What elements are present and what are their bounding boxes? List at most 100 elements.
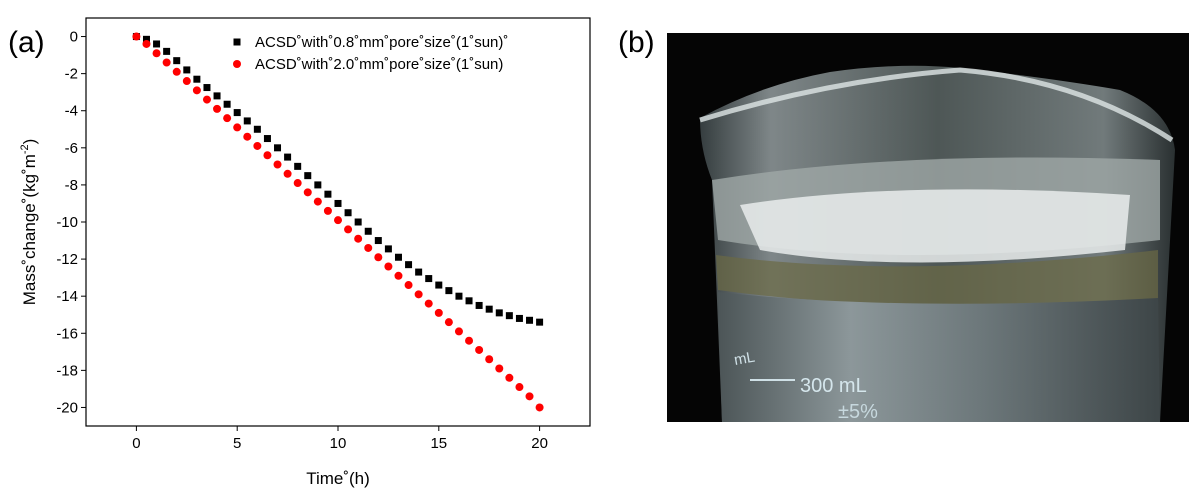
- marker: [202, 95, 211, 104]
- y-tick-label: -12: [56, 251, 78, 268]
- marker: [163, 47, 171, 55]
- marker: [526, 316, 534, 324]
- marker: [354, 234, 363, 243]
- legend-marker: [233, 60, 241, 68]
- photo: mL 300 mL ±5%: [667, 33, 1189, 423]
- x-tick-label: 20: [531, 435, 548, 452]
- marker: [213, 92, 221, 100]
- marker: [192, 86, 201, 95]
- marker: [536, 318, 544, 326]
- y-tick-label: -2: [65, 66, 78, 83]
- marker: [223, 114, 232, 123]
- marker: [364, 227, 372, 235]
- y-axis-label: Mass˚change˚(kg˚m-2): [19, 139, 39, 306]
- marker: [485, 305, 493, 313]
- marker: [334, 199, 342, 207]
- marker: [354, 218, 362, 226]
- marker: [263, 151, 272, 160]
- marker: [404, 281, 413, 290]
- x-tick-label: 0: [132, 435, 140, 452]
- marker: [223, 100, 231, 108]
- x-tick-label: 10: [330, 435, 347, 452]
- marker: [294, 162, 302, 170]
- y-axis-label-sup: -2: [19, 144, 31, 154]
- x-axis-label: Time˚(h): [306, 469, 370, 488]
- y-axis-label-main: Mass˚change˚(kg˚m: [20, 154, 39, 305]
- marker: [323, 206, 332, 215]
- marker: [435, 281, 443, 289]
- marker: [324, 190, 332, 198]
- marker: [444, 318, 453, 327]
- marker: [203, 84, 211, 92]
- marker: [142, 39, 151, 48]
- marker: [465, 297, 473, 305]
- y-tick-label: -4: [65, 103, 78, 120]
- marker: [344, 209, 352, 217]
- y-tick-label: -14: [56, 288, 78, 305]
- y-tick-label: -16: [56, 325, 78, 342]
- y-tick-label: -18: [56, 362, 78, 379]
- panel-label: (b): [618, 26, 655, 59]
- marker: [374, 237, 382, 245]
- legend-label: ACSD˚with˚2.0˚mm˚pore˚size˚(1˚sun): [255, 56, 503, 73]
- marker: [415, 268, 423, 276]
- y-tick-label: 0: [70, 29, 78, 46]
- marker: [405, 261, 413, 269]
- marker: [273, 160, 282, 169]
- marker: [283, 169, 292, 178]
- marker: [445, 287, 453, 295]
- photo-text: 300 mL: [800, 375, 867, 397]
- marker: [495, 309, 503, 317]
- marker: [132, 32, 141, 41]
- marker: [142, 35, 150, 43]
- y-tick-label: -20: [56, 399, 78, 416]
- marker: [263, 135, 271, 143]
- y-axis-label-end: ): [20, 139, 39, 145]
- x-tick-label: 15: [430, 435, 447, 452]
- chart: 0 -2 -4 -6 -8 -10 -12 -14 -16 -18 -20 0 5 10 15 20 Time˚…: [19, 17, 591, 488]
- marker: [243, 117, 251, 125]
- legend-label: ACSD˚with˚0.8˚mm˚pore˚size˚(1˚sun)˚: [255, 34, 508, 51]
- panel-label: (a): [8, 26, 45, 59]
- y-tick-label: -10: [56, 214, 78, 231]
- marker: [313, 197, 322, 206]
- marker: [424, 299, 433, 308]
- marker: [293, 179, 302, 188]
- marker: [274, 144, 282, 152]
- marker: [455, 292, 463, 300]
- marker: [253, 125, 261, 133]
- marker: [454, 327, 463, 336]
- marker: [233, 123, 242, 132]
- x-tick-label: 5: [233, 435, 241, 452]
- marker: [465, 336, 474, 345]
- marker: [515, 383, 524, 392]
- marker: [384, 262, 393, 271]
- marker: [425, 275, 433, 283]
- marker: [233, 109, 241, 117]
- marker: [162, 58, 171, 67]
- y-tick-label: -8: [65, 177, 78, 194]
- marker: [475, 301, 483, 309]
- marker: [304, 172, 312, 180]
- marker: [173, 57, 181, 65]
- marker: [394, 253, 402, 261]
- y-tick-label: -6: [65, 140, 78, 157]
- photo-text: ±5%: [838, 401, 878, 423]
- marker: [535, 403, 544, 412]
- marker: [284, 153, 292, 161]
- marker: [152, 49, 161, 58]
- marker: [364, 243, 373, 252]
- marker: [505, 373, 514, 382]
- marker: [153, 40, 161, 48]
- marker: [303, 188, 312, 197]
- marker: [193, 75, 201, 83]
- marker: [525, 392, 534, 401]
- marker: [384, 245, 392, 253]
- marker: [314, 181, 322, 189]
- marker: [213, 104, 222, 113]
- marker: [374, 253, 383, 262]
- marker: [172, 67, 181, 76]
- marker: [243, 132, 252, 141]
- marker: [515, 314, 523, 322]
